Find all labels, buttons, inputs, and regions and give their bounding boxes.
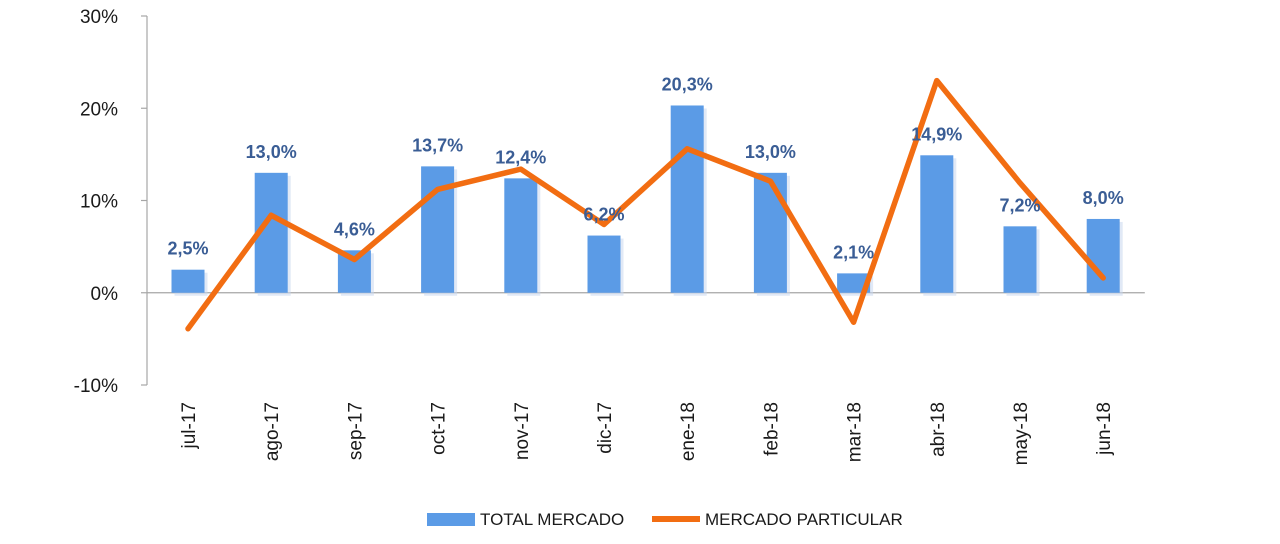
line-point-ene-18 xyxy=(686,148,688,150)
line-series-mercado-particular xyxy=(185,77,1106,332)
data-label-jun-18: 8,0% xyxy=(1083,188,1124,208)
y-tick-label: 30% xyxy=(80,7,118,28)
x-tick-label: mar-18 xyxy=(845,402,866,462)
bar-jun-18 xyxy=(1086,218,1120,293)
x-tick-label: nov-17 xyxy=(512,402,533,460)
data-label-may-18: 7,2% xyxy=(999,195,1040,215)
line-point-oct-17 xyxy=(437,188,439,190)
legend-swatch-total-mercado xyxy=(427,513,475,526)
x-tick-label: oct-17 xyxy=(429,402,450,455)
x-tick-label: feb-18 xyxy=(761,402,782,456)
data-label-nov-17: 12,4% xyxy=(495,147,546,167)
data-label-jul-17: 2,5% xyxy=(167,239,208,259)
data-labels: 2,5% 13,0% 4,6% 13,7% 12,4% 6,2% 20,3% 13,0% 2,1… xyxy=(167,74,1123,262)
legend-label-mercado-particular: MERCADO PARTICULAR xyxy=(705,510,903,529)
bar-abr-18 xyxy=(920,155,954,293)
y-tick-label: 0% xyxy=(91,284,119,305)
x-tick-label: may-18 xyxy=(1011,402,1032,465)
line-point-jul-17 xyxy=(187,328,189,330)
line-point-mar-18 xyxy=(853,321,855,323)
line-point-sep-17 xyxy=(353,259,355,261)
data-label-sep-17: 4,6% xyxy=(334,219,375,239)
bar-mar-18 xyxy=(837,273,871,293)
bar-nov-17 xyxy=(504,178,538,293)
line-point-ago-17 xyxy=(270,214,272,216)
bar-feb-18 xyxy=(753,172,787,293)
y-tick-label: 20% xyxy=(80,99,118,120)
line-point-nov-17 xyxy=(520,168,522,170)
bar-may-18 xyxy=(1003,226,1037,293)
legend-label-total-mercado: TOTAL MERCADO xyxy=(480,510,624,529)
x-axis: jul-17 ago-17 sep-17 oct-17 nov-17 dic-17 ene-… xyxy=(147,292,1145,465)
data-label-oct-17: 13,7% xyxy=(412,135,463,155)
data-label-mar-18: 2,1% xyxy=(833,242,874,262)
x-tick-label: jun-18 xyxy=(1094,402,1115,456)
bar-dic-17 xyxy=(587,235,621,293)
legend: TOTAL MERCADO MERCADO PARTICULAR xyxy=(427,510,903,529)
bar-jul-17 xyxy=(171,269,205,293)
y-tick-label: -10% xyxy=(74,376,118,397)
data-label-feb-18: 13,0% xyxy=(745,142,796,162)
x-tick-label: abr-18 xyxy=(928,402,949,457)
x-tick-label: dic-17 xyxy=(595,402,616,454)
line-point-may-18 xyxy=(1019,182,1021,184)
data-label-dic-17: 6,2% xyxy=(583,205,624,225)
line-point-feb-18 xyxy=(769,180,771,182)
data-label-abr-18: 14,9% xyxy=(911,124,962,144)
data-label-ago-17: 13,0% xyxy=(246,142,297,162)
x-tick-label: jul-17 xyxy=(179,402,200,449)
y-tick-label: 10% xyxy=(80,192,118,213)
x-tick-label: ene-18 xyxy=(678,402,699,461)
line-point-abr-18 xyxy=(936,80,938,82)
x-tick-label: sep-17 xyxy=(345,402,366,460)
line-mercado-particular xyxy=(185,77,1106,332)
bar-ene-18 xyxy=(670,105,704,293)
line-point-jun-18 xyxy=(1102,277,1104,279)
x-tick-label: ago-17 xyxy=(262,402,283,461)
line-point-dic-17 xyxy=(603,223,605,225)
data-label-ene-18: 20,3% xyxy=(662,74,713,94)
y-axis: 30% 20% 10% 0% -10% xyxy=(74,7,148,397)
